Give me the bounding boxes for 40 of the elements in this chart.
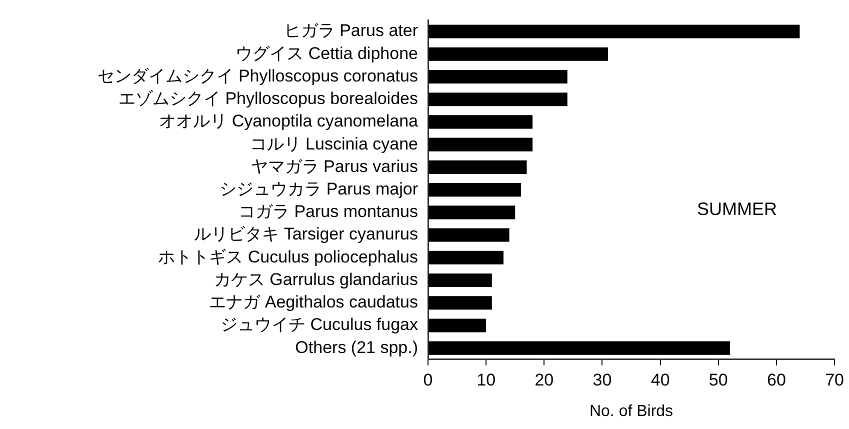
x-tick-label: 20	[534, 370, 554, 390]
y-tick-label: ホトトギス Cuculus poliocephalus	[158, 247, 418, 266]
y-tick-label: シジュウカラ Parus major	[220, 179, 418, 198]
x-tick-label: 10	[476, 370, 496, 390]
y-tick-label: Others (21 spp.)	[295, 338, 418, 357]
bar	[428, 92, 568, 106]
y-tick-label: カケス Garrulus glandarius	[214, 270, 418, 289]
bar	[428, 24, 800, 38]
bar	[428, 341, 730, 355]
y-tick-label: ヤマガラ Parus varius	[250, 156, 418, 176]
bar	[428, 138, 533, 152]
bar	[428, 115, 533, 129]
y-tick-label: ジュウイチ Cuculus fugax	[220, 315, 418, 334]
bar	[428, 160, 527, 174]
y-tick-label: オオルリ Cyanoptila cyanomelana	[159, 112, 419, 131]
bar	[428, 318, 486, 332]
x-tick-label: 40	[650, 370, 670, 390]
y-tick-label: コルリ Luscinia cyane	[250, 134, 418, 154]
y-tick-label: ウグイス Cettia diphone	[236, 44, 418, 63]
bar	[428, 183, 521, 197]
y-tick-label: ヒガラ Parus ater	[284, 21, 418, 40]
bar	[428, 250, 504, 264]
x-tick-label: 60	[767, 370, 786, 390]
x-tick-label: 70	[825, 370, 844, 390]
y-tick-label: エナガ Aegithalos caudatus	[209, 292, 418, 312]
bar	[428, 296, 492, 310]
x-tick-label: 0	[423, 370, 433, 390]
y-tick-label: センダイムシクイ Phylloscopus coronatus	[98, 66, 418, 86]
bar	[428, 228, 510, 242]
y-tick-label: コガラ Parus montanus	[238, 202, 418, 222]
annotation: SUMMER	[696, 199, 777, 220]
x-tick-label: 50	[708, 370, 728, 390]
y-tick-label: エゾムシクイ Phylloscopus borealoides	[118, 89, 418, 108]
y-tick-label: ルリビタキ Tarsiger cyanurus	[194, 224, 418, 244]
x-tick-label: 30	[592, 370, 612, 390]
bar	[428, 70, 568, 84]
bar	[428, 206, 516, 220]
bar	[428, 47, 608, 61]
bar	[428, 273, 492, 288]
x-axis-title: No. of Birds	[589, 402, 674, 420]
